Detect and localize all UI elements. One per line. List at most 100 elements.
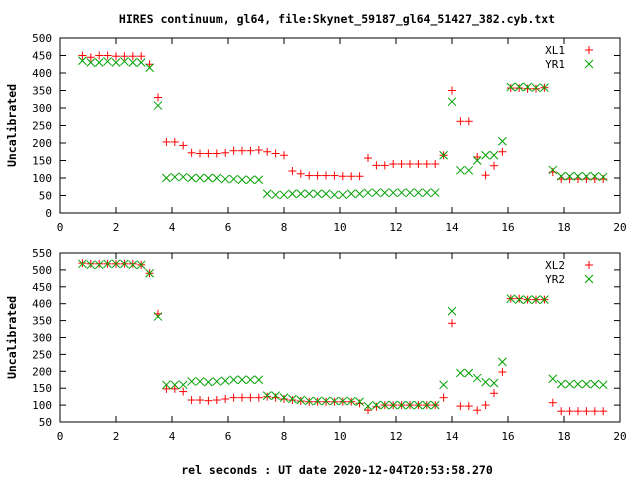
cross-point-yr1 (481, 150, 490, 160)
cross-point-yr1 (296, 189, 306, 199)
cross-point-yr2 (405, 400, 415, 410)
x-tick-label: 12 (389, 430, 402, 443)
x-axis-label: rel seconds : UT date 2020-12-04T20:53:5… (181, 463, 493, 477)
plus-point-xl1 (280, 151, 288, 160)
plus-point-xl1 (170, 137, 179, 146)
figure-title: HIRES continuum, gl64, file:Skynet_59187… (119, 12, 555, 27)
plus-point-xl1 (187, 148, 196, 157)
plus-point-xl1 (473, 153, 482, 161)
plus-point-xl1 (254, 146, 263, 154)
cross-point-yr2 (523, 295, 532, 304)
plus-point-xl1 (448, 86, 456, 95)
plus-point-xl2 (221, 395, 230, 404)
cross-point-yr2 (86, 260, 96, 270)
cross-point-yr1 (128, 58, 138, 67)
cross-point-yr2 (422, 400, 432, 410)
cross-point-yr2 (498, 357, 507, 367)
y-tick-label: 350 (32, 315, 52, 328)
y-tick-label: 500 (32, 32, 52, 45)
plus-point-xl1 (523, 84, 532, 93)
legend-label-xl1: XL1 (545, 44, 565, 57)
plus-point-xl2 (456, 402, 465, 411)
plus-point-xl2 (128, 259, 137, 268)
plus-point-xl1 (406, 160, 414, 168)
legend-marker-xl2 (585, 261, 593, 269)
cross-point-yr2 (464, 368, 474, 378)
cross-point-yr1 (456, 165, 465, 175)
cross-point-yr2 (288, 394, 297, 404)
cross-point-yr2 (262, 391, 272, 400)
plus-point-xl2 (515, 294, 524, 303)
cross-point-yr1 (237, 175, 247, 185)
plus-point-xl1 (389, 160, 398, 168)
cross-point-yr1 (556, 171, 566, 181)
cross-point-yr1 (271, 190, 280, 200)
plus-point-xl2 (498, 367, 507, 376)
cross-point-yr1 (304, 189, 314, 199)
cross-point-yr2 (338, 396, 348, 406)
cross-point-yr2 (598, 380, 608, 390)
plus-point-xl2 (296, 397, 305, 406)
cross-point-yr2 (279, 393, 289, 403)
legend-marker-xl1 (585, 46, 593, 54)
cross-point-yr1 (279, 190, 289, 200)
cross-point-yr1 (288, 189, 297, 199)
cross-point-yr1 (582, 171, 591, 181)
plus-point-xl2 (254, 393, 263, 402)
plus-point-xl2 (95, 259, 104, 268)
cross-point-yr1 (355, 189, 364, 199)
plus-point-xl2 (288, 396, 297, 405)
cross-point-yr1 (254, 175, 264, 185)
cross-point-yr1 (262, 189, 272, 199)
y-tick-label: 300 (32, 332, 52, 345)
plus-point-xl1 (498, 147, 507, 156)
cross-point-yr1 (178, 172, 188, 182)
cross-point-yr1 (145, 63, 154, 73)
plus-point-xl2 (212, 396, 221, 405)
plus-point-xl2 (473, 406, 482, 415)
cross-point-yr2 (145, 268, 154, 278)
plus-point-xl1 (422, 160, 431, 168)
y-tick-label: 250 (32, 120, 52, 133)
x-tick-label: 6 (225, 221, 232, 234)
legend-label-yr1: YR1 (545, 58, 565, 71)
plus-point-xl1 (229, 146, 238, 155)
cross-point-yr1 (338, 190, 348, 200)
plus-point-xl2 (355, 399, 364, 408)
plus-point-xl1 (271, 149, 280, 158)
cross-point-yr1 (220, 174, 230, 184)
cross-point-yr2 (321, 396, 331, 406)
cross-point-yr2 (346, 396, 356, 406)
cross-point-yr1 (405, 188, 415, 198)
cross-point-yr1 (246, 175, 255, 185)
cross-point-yr2 (481, 377, 490, 387)
plus-point-xl1 (330, 171, 339, 180)
cross-point-yr2 (388, 400, 398, 410)
x-tick-label: 8 (281, 221, 288, 234)
cross-point-yr2 (540, 295, 549, 304)
plus-point-xl1 (288, 167, 297, 175)
y-tick-label: 300 (32, 102, 52, 115)
y-tick-label: 150 (32, 155, 52, 168)
plus-point-xl1 (103, 51, 112, 60)
y-tick-label: 450 (32, 281, 52, 294)
cross-point-yr1 (523, 82, 532, 92)
cross-point-yr2 (380, 400, 390, 410)
cross-point-yr2 (212, 377, 222, 386)
y-tick-label: 350 (32, 85, 52, 98)
plus-point-xl1 (313, 171, 322, 180)
cross-point-yr1 (372, 188, 381, 198)
cross-point-yr2 (573, 379, 583, 389)
plus-point-xl1 (532, 84, 540, 93)
plus-point-xl1 (397, 160, 406, 168)
cross-point-yr2 (506, 294, 516, 303)
plus-point-xl1 (414, 160, 423, 168)
plus-point-xl1 (456, 117, 465, 126)
plus-point-xl2 (599, 407, 608, 416)
bottom-panel: 50 100 150 200 250 300 350 400 450 500 550 0 2 4 6 8 10 1… (5, 247, 627, 443)
x-tick-label: 20 (613, 221, 626, 234)
legend-label-xl2: XL2 (545, 259, 565, 272)
cross-point-yr2 (153, 312, 163, 321)
cross-point-yr1 (439, 150, 448, 160)
